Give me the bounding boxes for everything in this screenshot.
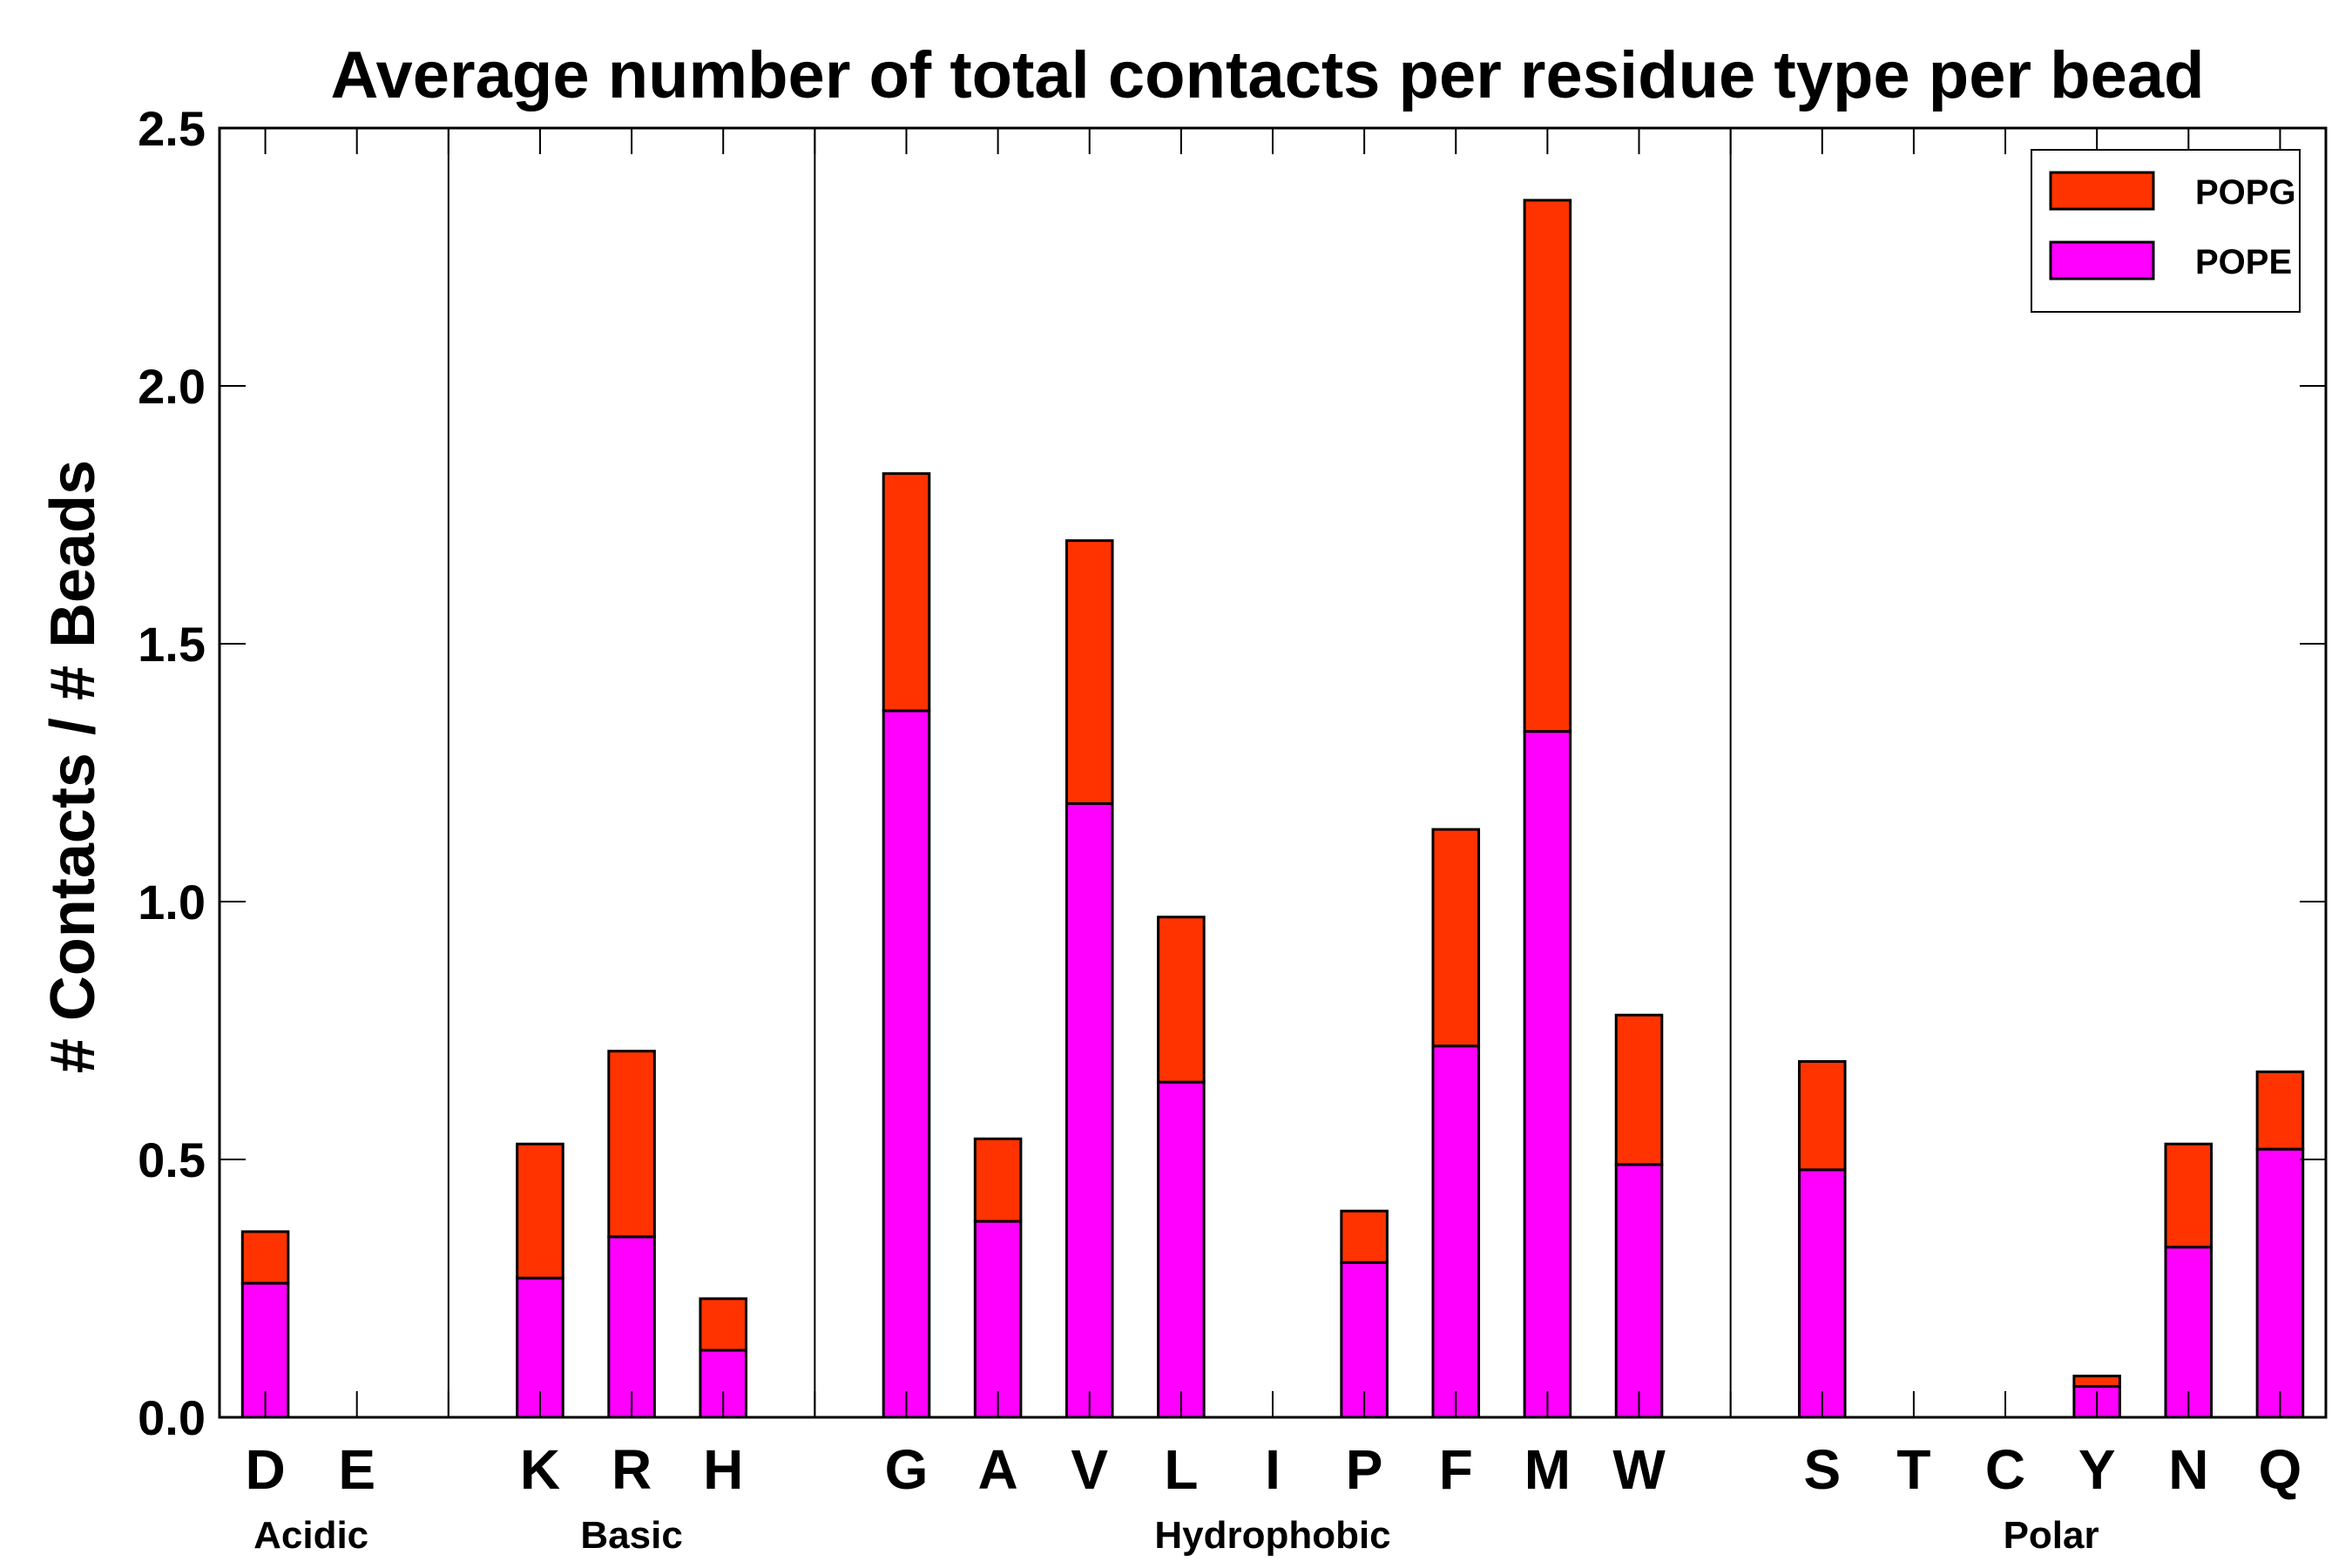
bar-popg-p: [1340, 1209, 1389, 1264]
bar-popg-v: [1064, 539, 1114, 806]
bar-pope-m: [1523, 730, 1572, 1419]
bar-popg-k: [516, 1142, 564, 1280]
bar-pope-l: [1157, 1080, 1206, 1419]
x-tick-label-v: V: [1071, 1438, 1108, 1501]
legend-label-popg: POPG: [2195, 173, 2296, 212]
x-tick-label-a: A: [977, 1438, 1017, 1501]
x-tick-label-c: C: [1985, 1438, 2025, 1501]
x-tick-label-i: I: [1265, 1438, 1281, 1501]
bar-popg-y: [2072, 1375, 2121, 1388]
x-tick-label-q: Q: [2259, 1438, 2302, 1501]
bar-pope-s: [1798, 1168, 1847, 1419]
x-tick-label-l: L: [1164, 1438, 1198, 1501]
bar-pope-a: [973, 1220, 1023, 1419]
bar-popg-h: [699, 1297, 747, 1352]
x-tick-label-y: Y: [2078, 1438, 2116, 1501]
plot-area: 0.0 0.5 1.0 1.5 2.0 2.5 D E K R H G A V L I P F M W S T C Y N Q Ac…: [138, 101, 2328, 1557]
group-label-hydrophobic: Hydrophobic: [1154, 1514, 1390, 1557]
x-tick-label-f: F: [1439, 1438, 1473, 1501]
y-tick-label: 0.5: [138, 1132, 206, 1187]
bar-pope-w: [1614, 1163, 1664, 1419]
chart-title: Average number of total contacts per res…: [330, 38, 2204, 112]
bar-pope-f: [1431, 1044, 1481, 1419]
x-tick-label-s: S: [1803, 1438, 1841, 1501]
bar-popg-g: [882, 472, 931, 713]
y-axis-label: # Contacts / # Beads: [38, 460, 108, 1073]
bar-popg-n: [2164, 1142, 2213, 1249]
legend: POPG POPE: [2031, 149, 2301, 313]
x-tick-label-m: M: [1524, 1438, 1571, 1501]
bar-pope-r: [607, 1235, 656, 1419]
x-tick-label-n: N: [2168, 1438, 2208, 1501]
bar-popg-s: [1798, 1060, 1847, 1172]
bar-pope-q: [2255, 1147, 2305, 1419]
x-tick-label-d: D: [245, 1438, 285, 1501]
bar-popg-f: [1431, 828, 1481, 1048]
x-tick-label-g: G: [885, 1438, 929, 1501]
legend-label-pope: POPE: [2195, 243, 2292, 281]
group-label-acidic: Acidic: [253, 1514, 368, 1557]
bar-popg-m: [1523, 199, 1572, 733]
y-tick-label: 2.5: [138, 101, 206, 156]
bar-popg-d: [240, 1230, 290, 1285]
legend-swatch-popg: [2049, 171, 2155, 211]
bar-popg-r: [607, 1050, 656, 1239]
y-tick-label: 1.5: [138, 617, 206, 672]
x-tick-label-w: W: [1612, 1438, 1666, 1501]
bar-popg-l: [1157, 916, 1206, 1084]
x-tick-label-r: R: [612, 1438, 652, 1501]
x-tick-label-h: H: [703, 1438, 743, 1501]
x-tick-label-e: E: [338, 1438, 375, 1501]
y-tick-label: 1.0: [138, 875, 206, 929]
group-label-basic: Basic: [580, 1514, 682, 1557]
group-label-polar: Polar: [2004, 1514, 2099, 1557]
bar-pope-v: [1064, 802, 1114, 1419]
y-tick-label: 2.0: [138, 359, 206, 414]
bar-pope-g: [882, 709, 931, 1419]
y-tick-label: 0.0: [138, 1390, 206, 1445]
x-tick-label-p: P: [1346, 1438, 1383, 1501]
x-tick-label-t: T: [1896, 1438, 1930, 1501]
bar-pope-n: [2164, 1246, 2213, 1419]
bar-popg-a: [973, 1137, 1023, 1223]
x-tick-label-k: K: [520, 1438, 560, 1501]
bar-popg-q: [2255, 1070, 2305, 1151]
bar-popg-w: [1614, 1013, 1664, 1166]
legend-swatch-pope: [2049, 240, 2155, 280]
